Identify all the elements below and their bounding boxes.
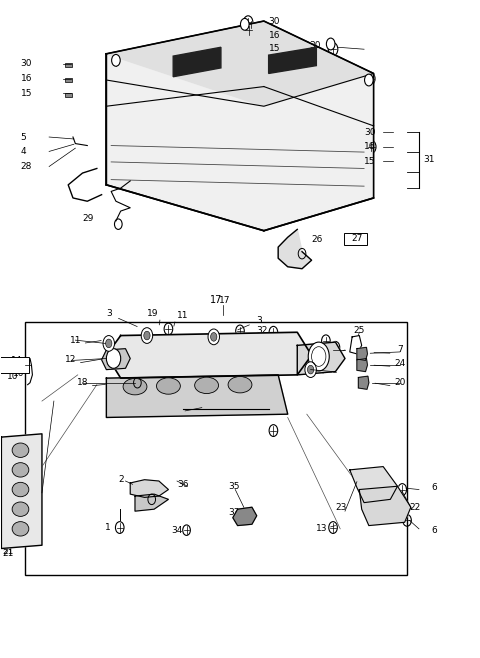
- Circle shape: [141, 328, 153, 343]
- Polygon shape: [357, 359, 367, 372]
- Text: 6: 6: [431, 483, 437, 492]
- Text: 25: 25: [354, 326, 365, 335]
- Polygon shape: [107, 332, 312, 378]
- Text: 36: 36: [177, 480, 189, 489]
- Text: 15: 15: [21, 89, 32, 97]
- Polygon shape: [269, 47, 316, 74]
- Text: 4: 4: [21, 147, 26, 156]
- Polygon shape: [350, 467, 397, 503]
- Circle shape: [211, 332, 217, 342]
- Polygon shape: [297, 342, 345, 375]
- Text: 20: 20: [394, 378, 406, 387]
- Text: 13: 13: [316, 524, 328, 534]
- Polygon shape: [107, 375, 288, 417]
- Circle shape: [364, 74, 373, 86]
- Polygon shape: [359, 376, 369, 390]
- Polygon shape: [278, 230, 312, 268]
- Text: 16: 16: [269, 31, 280, 40]
- Text: 19: 19: [147, 309, 159, 318]
- Polygon shape: [233, 507, 257, 526]
- Text: 10: 10: [7, 372, 19, 381]
- Text: 30: 30: [309, 41, 321, 51]
- FancyBboxPatch shape: [344, 233, 367, 245]
- Circle shape: [308, 342, 329, 371]
- Text: 21: 21: [2, 549, 14, 557]
- Text: 23: 23: [336, 503, 347, 512]
- Polygon shape: [173, 47, 221, 77]
- Text: 29: 29: [83, 215, 94, 224]
- Text: 11: 11: [177, 311, 189, 320]
- Circle shape: [144, 331, 150, 340]
- Circle shape: [326, 38, 335, 50]
- Circle shape: [308, 365, 314, 374]
- Polygon shape: [357, 347, 367, 361]
- Text: 26: 26: [312, 235, 323, 243]
- Polygon shape: [1, 434, 42, 549]
- Text: 31: 31: [424, 155, 435, 164]
- Text: 33: 33: [228, 508, 240, 517]
- Text: 15: 15: [269, 44, 280, 53]
- Text: 1: 1: [106, 523, 111, 532]
- FancyBboxPatch shape: [0, 357, 29, 373]
- Polygon shape: [130, 480, 168, 497]
- Text: 35: 35: [228, 482, 240, 491]
- Ellipse shape: [156, 378, 180, 394]
- Text: 2: 2: [118, 475, 124, 484]
- Polygon shape: [360, 486, 411, 526]
- Ellipse shape: [12, 443, 29, 457]
- Text: 16: 16: [364, 142, 375, 151]
- Ellipse shape: [12, 502, 29, 517]
- Text: 34: 34: [171, 526, 182, 535]
- Ellipse shape: [12, 482, 29, 497]
- Text: 14: 14: [4, 359, 15, 368]
- Bar: [65, 63, 72, 67]
- Circle shape: [103, 336, 115, 351]
- Text: 28: 28: [21, 162, 32, 171]
- Text: 30: 30: [269, 16, 280, 26]
- Text: 10: 10: [13, 369, 25, 378]
- Bar: [65, 93, 72, 97]
- Text: 21: 21: [2, 547, 14, 556]
- Text: 16: 16: [21, 74, 32, 83]
- Text: 7: 7: [397, 345, 403, 355]
- Text: 12: 12: [65, 355, 76, 365]
- Text: 11: 11: [70, 336, 81, 345]
- Polygon shape: [107, 21, 373, 106]
- Circle shape: [107, 349, 120, 368]
- Text: 9: 9: [222, 405, 228, 413]
- Circle shape: [106, 339, 112, 347]
- Bar: [65, 78, 72, 82]
- Circle shape: [305, 362, 316, 378]
- Text: 5: 5: [21, 132, 26, 141]
- Ellipse shape: [12, 522, 29, 536]
- Text: 17: 17: [218, 296, 230, 305]
- Text: 11: 11: [327, 367, 339, 376]
- Text: 14: 14: [11, 356, 22, 365]
- Polygon shape: [107, 21, 373, 231]
- Text: 32: 32: [256, 326, 267, 336]
- Bar: [247, 33, 253, 38]
- Text: 30: 30: [21, 59, 32, 68]
- Text: 17: 17: [210, 295, 222, 305]
- Circle shape: [208, 329, 219, 345]
- Text: 15: 15: [364, 157, 375, 166]
- Ellipse shape: [123, 378, 147, 395]
- Text: 24: 24: [394, 359, 406, 368]
- Text: 30: 30: [364, 128, 375, 137]
- Bar: [25, 322, 407, 574]
- Text: 22: 22: [409, 503, 420, 512]
- Text: 8: 8: [330, 344, 336, 353]
- Ellipse shape: [12, 463, 29, 477]
- Text: 27: 27: [351, 234, 362, 243]
- Ellipse shape: [228, 376, 252, 393]
- Ellipse shape: [195, 377, 218, 393]
- Polygon shape: [135, 494, 168, 511]
- Text: 18: 18: [77, 378, 88, 387]
- Polygon shape: [102, 349, 130, 370]
- Text: 3: 3: [106, 309, 112, 318]
- Circle shape: [112, 55, 120, 66]
- Circle shape: [240, 18, 249, 30]
- Text: 3: 3: [256, 316, 262, 325]
- Text: 6: 6: [431, 526, 437, 535]
